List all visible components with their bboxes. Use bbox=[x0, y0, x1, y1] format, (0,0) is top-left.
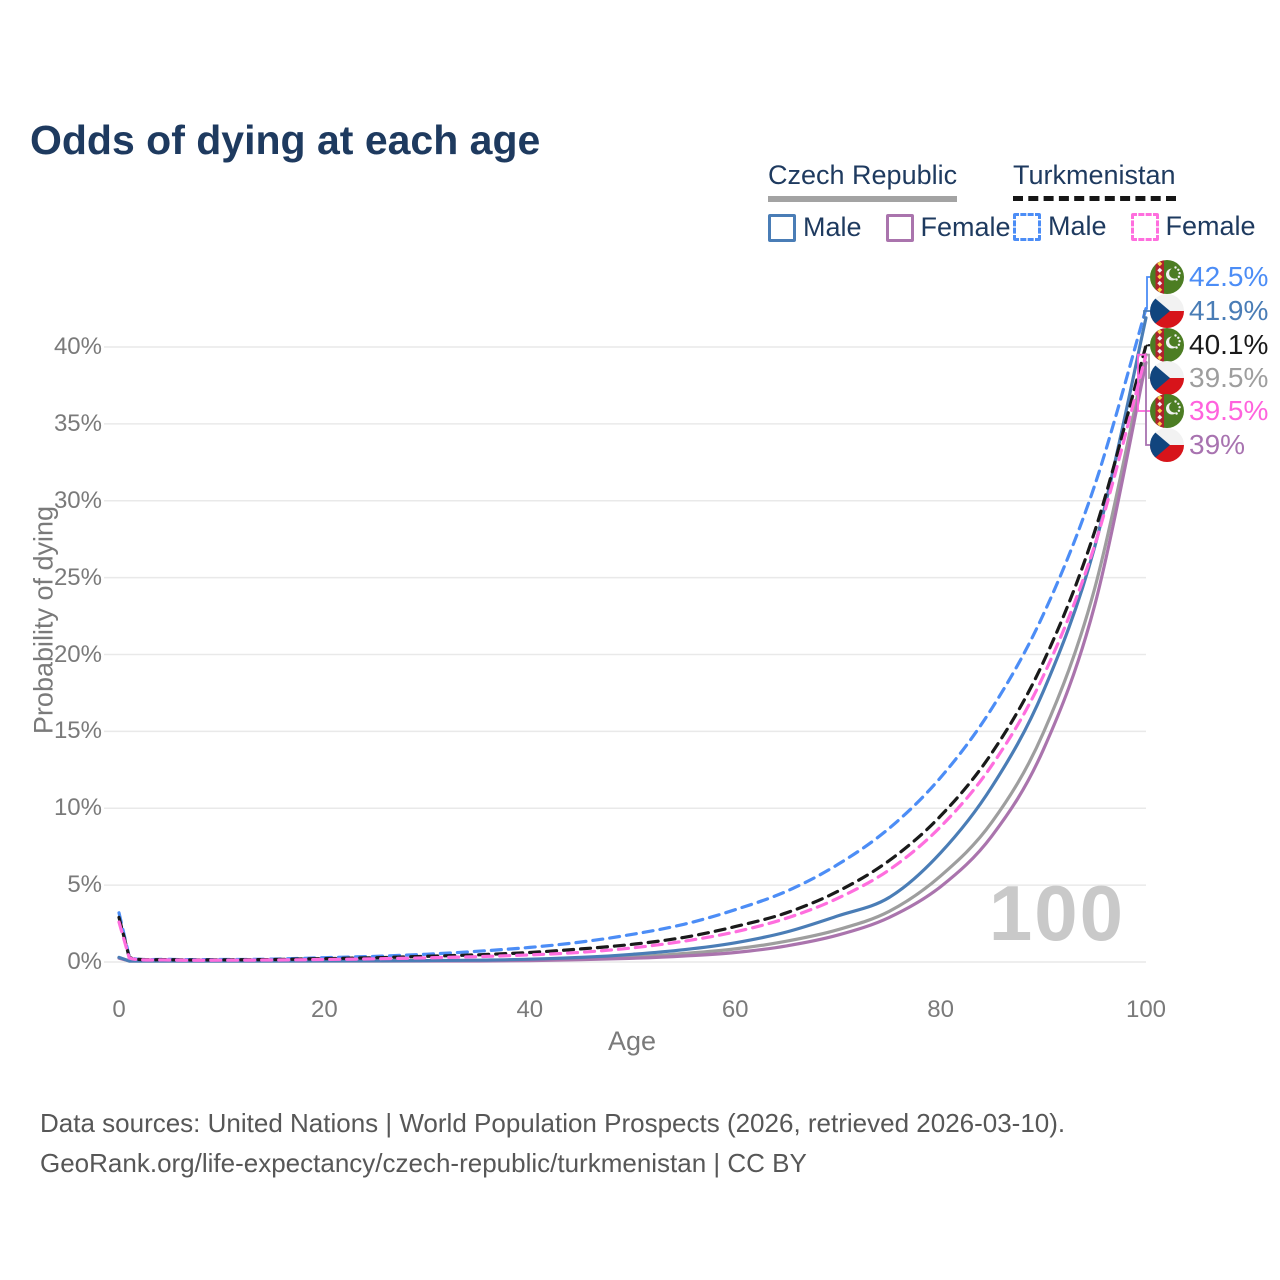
x-tick-label: 0 bbox=[112, 996, 126, 1023]
leader-line-tm_female bbox=[1137, 353, 1150, 412]
leader-line-cz_total bbox=[1146, 353, 1150, 379]
end-label-value: 39% bbox=[1189, 429, 1246, 460]
czech-republic-flag-icon bbox=[1150, 428, 1184, 462]
legend-item-label: Male bbox=[1048, 211, 1107, 241]
legend-item-label: Female bbox=[920, 212, 1011, 242]
y-tick-label: 30% bbox=[53, 486, 102, 514]
x-tick-label: 40 bbox=[516, 996, 544, 1023]
leader-line-tm_male bbox=[1146, 276, 1150, 310]
footer-attribution: GeoRank.org/life-expectancy/czech-republ… bbox=[40, 1148, 807, 1178]
y-tick-label: 0% bbox=[67, 948, 102, 975]
legend-item-label: Female bbox=[1165, 211, 1256, 241]
x-axis-title: Age bbox=[607, 1026, 657, 1056]
czech-male-swatch-icon bbox=[768, 213, 796, 242]
end-label-value: 39.5% bbox=[1189, 395, 1269, 426]
legend-header-czech-republic: Czech Republic bbox=[768, 160, 958, 202]
y-tick-label: 25% bbox=[53, 563, 102, 591]
czech-republic-flag-icon bbox=[1150, 294, 1184, 328]
end-label-row: 39.5% bbox=[1150, 360, 1268, 396]
series-line-cz_male bbox=[117, 316, 1148, 963]
legend-header-turkmenistan: Turkmenistan bbox=[1013, 160, 1176, 201]
y-tick-label: 10% bbox=[53, 794, 102, 822]
legend-item-turkmenistan-male: Male bbox=[1013, 211, 1107, 242]
czech-female-swatch-icon bbox=[885, 213, 914, 242]
end-label-row: 42.5% bbox=[1150, 259, 1268, 295]
end-label-value: 40.1% bbox=[1189, 329, 1269, 360]
turkmenistan-female-swatch-icon bbox=[1130, 212, 1159, 241]
turkmenistan-flag-icon bbox=[1150, 394, 1184, 428]
end-label-value: 39.5% bbox=[1189, 362, 1269, 393]
end-label-row: 40.1% bbox=[1150, 327, 1268, 363]
turkmenistan-flag-icon bbox=[1150, 260, 1184, 294]
legend-item-turkmenistan-female: Female bbox=[1130, 211, 1256, 242]
legend-group-czech-republic: Czech Republic Male Female bbox=[768, 160, 1011, 243]
end-label-row: 39% bbox=[1150, 427, 1245, 463]
x-tick-label: 80 bbox=[927, 996, 954, 1023]
series-line-tm_female bbox=[117, 353, 1148, 962]
y-tick-label: 5% bbox=[67, 871, 102, 899]
x-tick-label: 100 bbox=[1125, 996, 1167, 1023]
age-watermark: 100 bbox=[988, 869, 1125, 957]
end-label-value: 42.5% bbox=[1189, 261, 1269, 292]
leader-line-cz_male bbox=[1143, 310, 1150, 319]
legend-group-turkmenistan: Turkmenistan Male Female bbox=[1013, 160, 1256, 242]
end-label-row: 39.5% bbox=[1150, 393, 1268, 429]
x-tick-label: 60 bbox=[721, 996, 749, 1023]
y-tick-label: 35% bbox=[53, 409, 102, 437]
x-tick-label: 20 bbox=[311, 996, 338, 1023]
y-tick-label: 20% bbox=[53, 640, 102, 668]
legend-item-czech-female: Female bbox=[885, 212, 1011, 243]
page-title: Odds of dying at each age bbox=[30, 117, 541, 164]
turkmenistan-flag-icon bbox=[1150, 328, 1184, 362]
end-label-row: 41.9% bbox=[1150, 293, 1268, 329]
footer-data-sources: Data sources: United Nations | World Pop… bbox=[40, 1108, 1066, 1138]
end-label-value: 41.9% bbox=[1189, 295, 1269, 326]
series-line-tm_male bbox=[117, 307, 1148, 962]
y-tick-label: 15% bbox=[53, 717, 102, 745]
leader-line-cz_female bbox=[1145, 362, 1150, 446]
legend-item-label: Male bbox=[803, 212, 862, 242]
y-tick-label: 40% bbox=[53, 333, 102, 360]
y-axis-title: Probability of dying bbox=[28, 505, 59, 735]
legend-item-czech-male: Male bbox=[768, 212, 862, 243]
czech-republic-flag-icon bbox=[1150, 361, 1184, 395]
turkmenistan-male-swatch-icon bbox=[1013, 212, 1041, 241]
